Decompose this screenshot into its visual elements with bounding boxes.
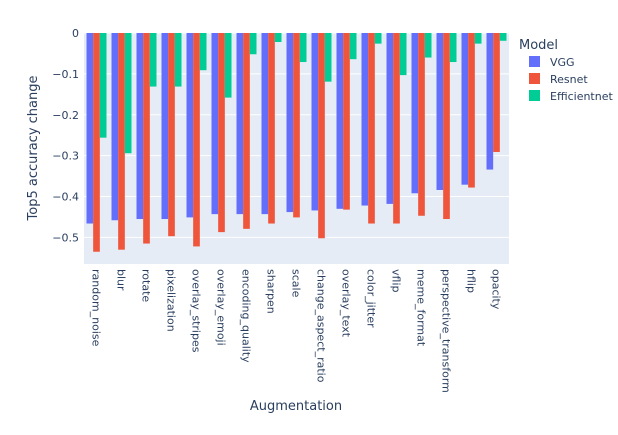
bar-efficientnet-opacity: [499, 33, 507, 41]
bar-efficientnet-rotate: [149, 33, 157, 87]
y-tick-label: −0.5: [52, 231, 79, 244]
bar-vgg-overlay_emoji: [211, 33, 219, 215]
x-tick-label: blur: [115, 269, 128, 291]
bar-resnet-scale: [293, 33, 300, 218]
bar-vgg-overlay_stripes: [186, 33, 194, 218]
bar-vgg-perspective_transform: [436, 33, 444, 190]
bar-resnet-vflip: [393, 33, 400, 224]
bar-efficientnet-change_aspect_ratio: [324, 33, 332, 82]
bar-vgg-meme_format: [411, 33, 419, 194]
bar-efficientnet-hflip: [474, 33, 482, 44]
y-tick-label: −0.2: [52, 109, 79, 122]
bar-resnet-pixelization: [168, 33, 175, 237]
bar-resnet-meme_format: [418, 33, 425, 216]
bar-efficientnet-overlay_stripes: [199, 33, 207, 71]
x-tick-label: random_noise: [90, 269, 103, 347]
bar-vgg-encoding_quality: [236, 33, 244, 215]
x-tick-label: color_jitter: [365, 269, 378, 328]
bar-resnet-hflip: [468, 33, 475, 188]
x-tick-label: overlay_stripes: [190, 269, 203, 353]
y-tick-label: −0.4: [52, 191, 79, 204]
legend-swatch-resnet[interactable]: [529, 73, 540, 84]
bar-vgg-random_noise: [86, 33, 94, 224]
bar-vgg-overlay_text: [336, 33, 344, 209]
bar-vgg-blur: [111, 33, 119, 221]
bar-vgg-vflip: [386, 33, 394, 204]
bar-efficientnet-vflip: [399, 33, 407, 76]
bar-resnet-rotate: [143, 33, 150, 244]
bar-efficientnet-sharpen: [274, 33, 282, 42]
bar-resnet-encoding_quality: [243, 33, 250, 229]
x-tick-label: encoding_quality: [240, 269, 253, 363]
legend-label-resnet[interactable]: Resnet: [550, 73, 588, 86]
x-tick-label: pixelization: [165, 269, 178, 332]
x-tick-label: change_aspect_ratio: [315, 269, 328, 383]
bar-efficientnet-encoding_quality: [249, 33, 257, 55]
x-tick-label: overlay_text: [340, 269, 353, 338]
bar-vgg-color_jitter: [361, 33, 369, 206]
bar-resnet-sharpen: [268, 33, 275, 224]
x-tick-label: hflip: [465, 269, 478, 293]
legend-swatch-efficientnet[interactable]: [529, 90, 540, 101]
x-tick-label: scale: [290, 269, 303, 298]
bar-resnet-random_noise: [93, 33, 100, 252]
bar-resnet-blur: [118, 33, 125, 250]
bar-efficientnet-blur: [124, 33, 132, 154]
bar-resnet-perspective_transform: [443, 33, 450, 220]
bar-vgg-opacity: [486, 33, 494, 170]
bar-efficientnet-overlay_emoji: [224, 33, 232, 98]
bar-resnet-overlay_stripes: [193, 33, 200, 247]
bar-vgg-change_aspect_ratio: [311, 33, 319, 211]
legend-label-efficientnet[interactable]: Efficientnet: [550, 90, 613, 103]
y-axis-title: Top5 accuracy change: [26, 76, 41, 222]
y-tick-label: −0.1: [52, 68, 79, 81]
x-tick-label: overlay_emoji: [215, 269, 228, 346]
bar-resnet-opacity: [493, 33, 500, 152]
bar-vgg-rotate: [136, 33, 144, 220]
x-tick-label: meme_format: [415, 269, 428, 347]
bar-efficientnet-scale: [299, 33, 307, 63]
bar-efficientnet-pixelization: [174, 33, 182, 87]
bar-efficientnet-perspective_transform: [449, 33, 457, 63]
x-tick-label: perspective_transform: [440, 269, 453, 393]
bar-efficientnet-meme_format: [424, 33, 432, 58]
bar-resnet-color_jitter: [368, 33, 375, 224]
bar-vgg-pixelization: [161, 33, 169, 220]
x-axis-title: Augmentation: [250, 399, 342, 414]
legend: Model VGG Resnet Efficientnet: [519, 38, 613, 103]
x-tick-label: sharpen: [265, 269, 278, 314]
bar-efficientnet-random_noise: [99, 33, 107, 138]
y-tick-label: −0.3: [52, 150, 79, 163]
legend-swatch-vgg[interactable]: [529, 56, 540, 67]
bar-vgg-scale: [286, 33, 294, 213]
legend-label-vgg[interactable]: VGG: [550, 56, 575, 69]
bar-efficientnet-color_jitter: [374, 33, 382, 44]
x-tick-label: rotate: [140, 269, 153, 302]
bar-efficientnet-overlay_text: [349, 33, 357, 60]
x-tick-label: opacity: [490, 269, 503, 310]
x-tick-label: vflip: [390, 269, 403, 292]
y-tick-label: 0: [72, 27, 79, 40]
bar-resnet-overlay_emoji: [218, 33, 225, 233]
bar-resnet-overlay_text: [343, 33, 350, 210]
bar-vgg-hflip: [461, 33, 469, 185]
bar-resnet-change_aspect_ratio: [318, 33, 325, 239]
legend-title: Model: [519, 38, 558, 53]
bar-vgg-sharpen: [261, 33, 269, 215]
